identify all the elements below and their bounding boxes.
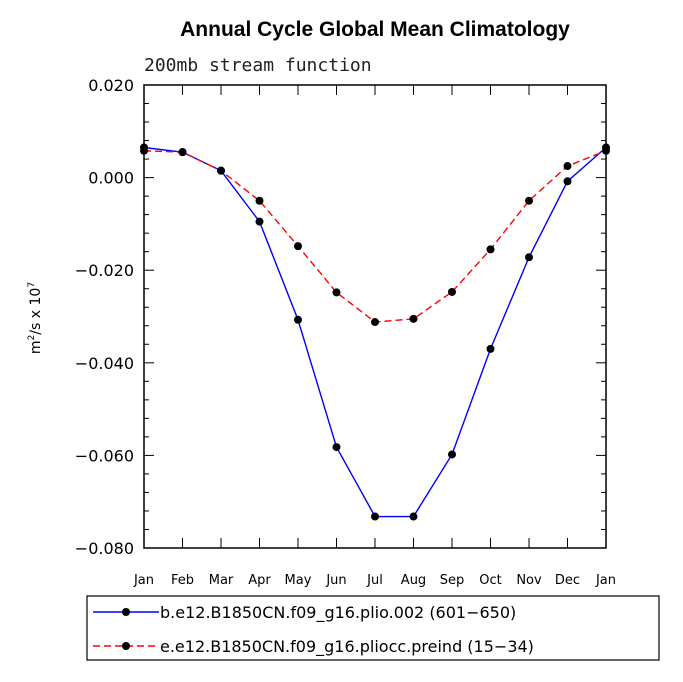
y-tick-label: −0.060 (75, 446, 134, 465)
series-2-point (217, 166, 225, 175)
series-lines (140, 143, 610, 521)
x-tick-label: Jun (325, 573, 346, 588)
series-2-point (332, 288, 341, 297)
legend-entry-2: e.e12.B1850CN.f09_g16.pliocc.preind (15−… (160, 637, 534, 657)
series-1-point (563, 177, 572, 186)
series-2-point (409, 314, 418, 323)
y-axis-label: m2/s x 107 (27, 282, 44, 354)
y-tick-label: −0.080 (75, 539, 134, 558)
y-tick-label: 0.020 (88, 76, 134, 95)
series-1-point (525, 253, 533, 262)
x-tick-label: Nov (516, 573, 542, 588)
series-2-point (371, 318, 379, 327)
series-2-point (602, 146, 610, 155)
x-tick-label: Oct (479, 573, 501, 588)
x-tick-label: Feb (171, 573, 194, 588)
series-1-point (371, 512, 379, 521)
chart-title: Annual Cycle Global Mean Climatology (180, 18, 570, 41)
series-2-point (448, 287, 456, 296)
series-2-point (140, 146, 148, 155)
series-1-point (332, 443, 341, 452)
x-tick-label: May (285, 573, 312, 588)
legend-box (86, 595, 660, 661)
series-2-point (486, 245, 495, 254)
series-line-1 (143, 146, 607, 518)
chart-subtitle: 200mb stream function (144, 55, 372, 76)
x-tick-label: Jan (595, 573, 616, 588)
series-1-point (486, 344, 495, 353)
series-2-point (525, 196, 533, 205)
series-2-point (563, 162, 572, 171)
x-tick-label: Jul (366, 573, 383, 588)
legend-entry-1: b.e12.B1850CN.f09_g16.plio.002 (601−650) (160, 603, 516, 623)
y-axis-label-mid: /s x 10 (28, 288, 44, 335)
series-line-2 (143, 150, 607, 323)
series-1-point (294, 315, 302, 324)
series-1-point (409, 512, 418, 521)
y-axis-label-sup2: 7 (27, 282, 37, 288)
legend: b.e12.B1850CN.f09_g16.plio.002 (601−650)… (93, 603, 534, 657)
series-1-point (448, 450, 456, 459)
y-tick-label: −0.020 (75, 261, 134, 280)
svg-text:m2/s x 107: m2/s x 107 (27, 282, 44, 354)
x-tick-label: Mar (209, 573, 234, 588)
y-tick-label: 0.000 (88, 169, 134, 188)
series-2-point (178, 148, 187, 157)
legend-swatch-marker-1 (122, 608, 130, 616)
y-ticks: 0.020 0.000 −0.020 −0.040 −0.060 −0.080 (75, 76, 606, 558)
x-tick-label: Sep (440, 573, 465, 588)
y-axis-label-sup1: 2 (27, 335, 37, 341)
y-tick-label: −0.040 (75, 354, 134, 373)
x-tick-label: Apr (248, 573, 271, 588)
x-tick-label: Dec (555, 573, 580, 588)
plot-frame (143, 84, 607, 549)
series-2-point (255, 196, 264, 205)
series-2-point (294, 242, 302, 251)
y-axis-label-base: m (28, 340, 44, 354)
series-1-point (255, 217, 264, 226)
x-tick-label: Aug (401, 573, 426, 588)
legend-swatch-marker-2 (122, 642, 130, 650)
x-tick-label: Jan (133, 573, 154, 588)
x-ticks: Jan Feb Mar Apr May Jun Jul Aug Sep Oct Nov Dec Jan (133, 85, 616, 588)
